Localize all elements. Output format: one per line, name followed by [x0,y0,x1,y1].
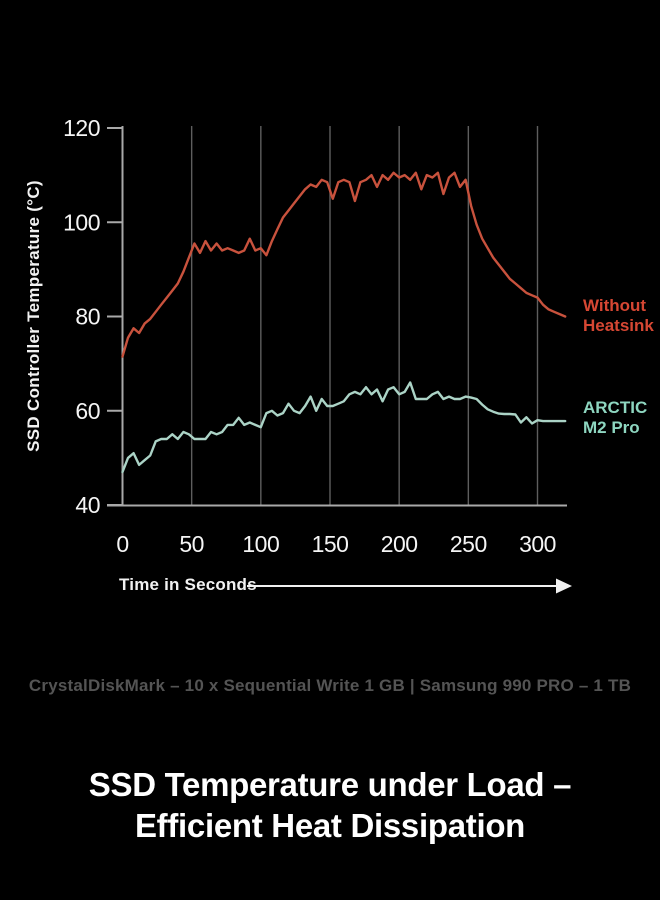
x-tick-label-150: 150 [312,531,349,557]
legend-label-arctic-m2-pro: ARCTIC M2 Pro [583,398,648,437]
y-tick-label-120: 120 [63,115,100,141]
x-tick-label-100: 100 [242,531,279,557]
x-axis-title: Time in Seconds [119,575,257,594]
legend-label-without-heatsink: Without Heatsink [583,296,654,335]
y-axis-title: SSD Controller Temperature (°C) [24,180,43,452]
main-title: SSD Temperature under Load – Efficient H… [88,766,572,845]
benchmark-subtitle: CrystalDiskMark – 10 x Sequential Write … [28,676,632,695]
x-tick-label-50: 50 [179,531,204,557]
y-tick-label-80: 80 [75,304,100,330]
x-tick-label-250: 250 [450,531,487,557]
y-tick-label-40: 40 [75,492,100,518]
x-tick-label-200: 200 [381,531,418,557]
y-tick-label-100: 100 [63,209,100,235]
y-tick-label-60: 60 [75,398,100,424]
x-tick-label-0: 0 [116,531,128,557]
series-line-without-heatsink [121,171,567,358]
temperature-chart-svg: 120 100 80 60 40 0 50 100 150 200 250 300 [63,115,572,594]
x-tick-label-300: 300 [519,531,556,557]
series-line-arctic-m2-pro [121,381,567,474]
time-arrow-head-icon [556,578,572,594]
